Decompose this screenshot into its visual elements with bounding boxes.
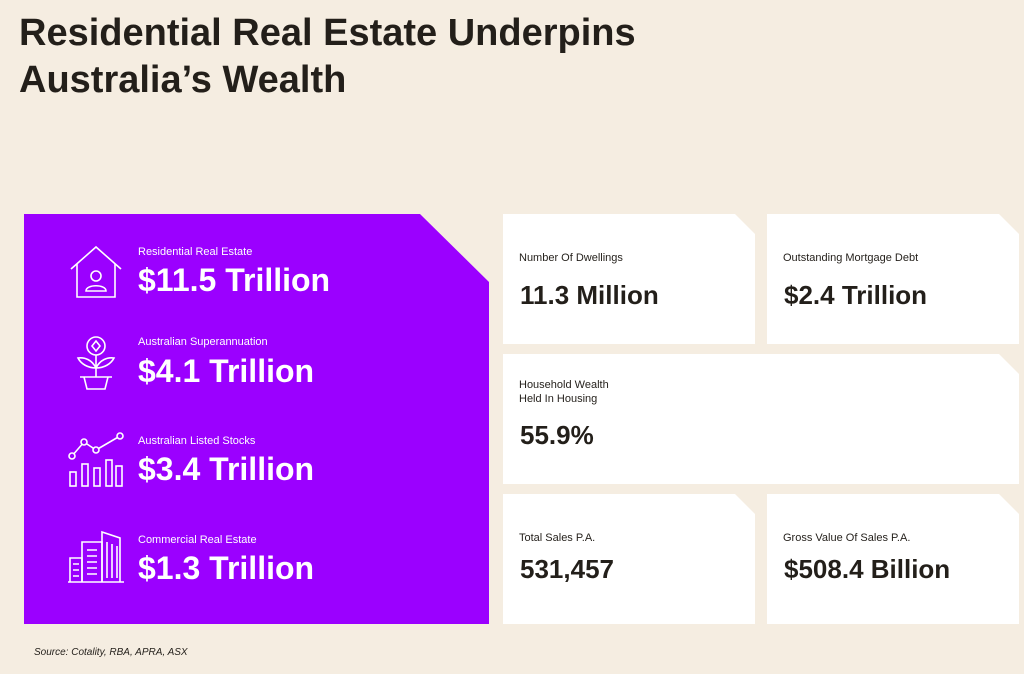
card-value: $508.4 Billion	[784, 554, 951, 584]
page-title: Residential Real Estate Underpins Austra…	[19, 12, 636, 101]
card-value: 11.3 Million	[520, 280, 659, 310]
bar-line-chart-icon	[68, 432, 124, 487]
stat-commercial: Commercial Real Estate $1.3 Trillion	[24, 526, 489, 606]
card-label-line: Held In Housing	[519, 393, 598, 405]
card-label: Household Wealth Held In Housing	[519, 378, 609, 406]
card-label: Gross Value Of Sales P.A.	[783, 532, 911, 544]
stat-label: Australian Superannuation	[138, 336, 268, 348]
card-household: Household Wealth Held In Housing 55.9%	[503, 354, 1019, 484]
stat-value: $4.1 Trillion	[138, 353, 315, 389]
buildings-icon	[68, 530, 124, 583]
card-mortgage: Outstanding Mortgage Debt $2.4 Trillion	[767, 214, 1019, 344]
stat-superannuation: Australian Superannuation $4.1 Trillion	[24, 330, 489, 410]
plant-coin-icon	[76, 336, 116, 390]
card-label: Outstanding Mortgage Debt	[783, 252, 919, 264]
house-icon	[70, 245, 122, 298]
stat-residential: Residential Real Estate $11.5 Trillion	[24, 238, 489, 318]
card-dwellings: Number Of Dwellings 11.3 Million	[503, 214, 755, 344]
stat-label: Residential Real Estate	[138, 246, 253, 258]
card-value: $2.4 Trillion	[784, 280, 928, 310]
stat-label: Australian Listed Stocks	[138, 435, 256, 447]
stat-stocks: Australian Listed Stocks $3.4 Trillion	[24, 428, 489, 508]
stat-value: $3.4 Trillion	[138, 451, 315, 487]
stat-value: $11.5 Trillion	[138, 262, 331, 298]
card-sales: Total Sales P.A. 531,457	[503, 494, 755, 624]
source-note: Source: Cotality, RBA, APRA, ASX	[34, 647, 188, 658]
card-value: 55.9%	[520, 420, 594, 450]
card-label: Total Sales P.A.	[519, 532, 596, 544]
wealth-stats-panel: Residential Real Estate $11.5 Trillion A…	[24, 214, 489, 624]
card-label-line: Household Wealth	[519, 379, 609, 391]
card-label: Number Of Dwellings	[519, 252, 623, 264]
stat-value: $1.3 Trillion	[138, 550, 315, 586]
stat-label: Commercial Real Estate	[138, 534, 257, 546]
card-gross: Gross Value Of Sales P.A. $508.4 Billion	[767, 494, 1019, 624]
card-value: 531,457	[520, 554, 614, 584]
